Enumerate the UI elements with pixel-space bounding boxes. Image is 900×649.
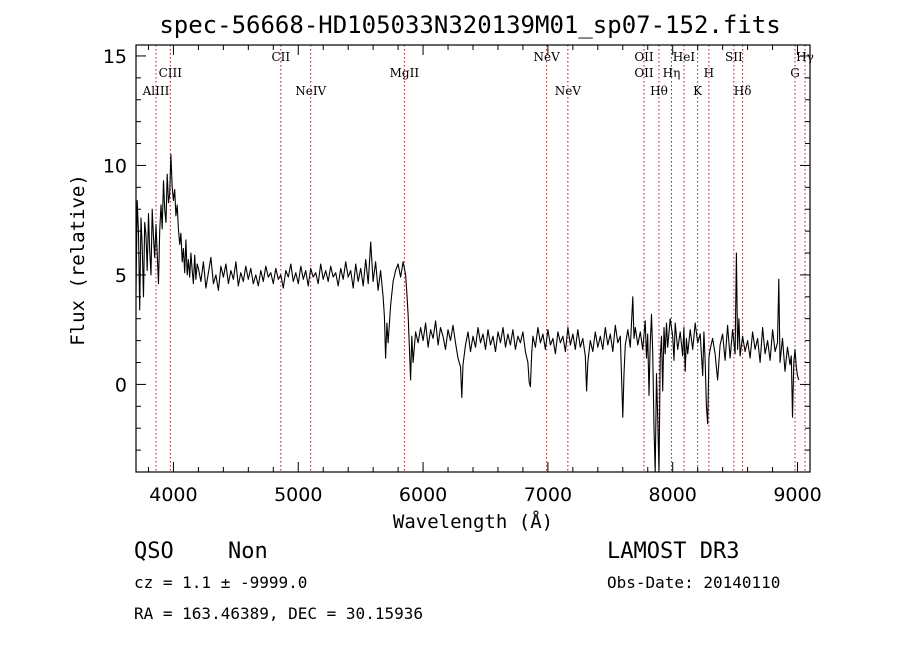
redshift-cz: cz = 1.1 ± -9999.0 — [134, 573, 307, 592]
line-label-4: MgII — [390, 66, 420, 80]
x-tick-label: 9000 — [773, 484, 821, 506]
spectrum-line — [135, 153, 800, 473]
line-label-14: SII — [725, 50, 743, 64]
class-subtype: Non — [228, 539, 268, 564]
y-tick-label: 5 — [115, 265, 127, 287]
line-label-9: Hθ — [650, 84, 668, 98]
line-label-13: H — [704, 66, 714, 80]
line-label-17: Hγ — [796, 50, 814, 64]
line-label-6: NeV — [555, 84, 582, 98]
y-tick-label: 15 — [103, 46, 127, 68]
line-label-8: OII — [634, 66, 654, 80]
ra-dec: RA = 163.46389, DEC = 30.15936 — [134, 604, 423, 623]
line-label-0: AlIII — [142, 84, 170, 98]
line-label-15: Hδ — [734, 84, 752, 98]
survey-name: LAMOST DR3 — [607, 539, 739, 564]
x-axis-ticks: 4000 5000 6000 7000 8000 9000 — [147, 45, 822, 506]
line-label-10: Hη — [663, 66, 681, 80]
x-tick-label: 8000 — [649, 484, 697, 506]
line-label-3: NeIV — [295, 84, 326, 98]
x-tick-label: 7000 — [524, 484, 572, 506]
emission-line-labels: AlIII CIII CII NeIV MgII NeV NeV OII OII Hθ Hη HeI K… — [142, 50, 814, 98]
y-axis-ticks: 0 5 10 15 — [103, 46, 810, 473]
line-label-2: CII — [271, 50, 290, 64]
chart-title: spec-56668-HD105033N320139M01_sp07-152.f… — [159, 11, 780, 39]
emission-line-markers — [155, 45, 806, 472]
x-tick-label: 6000 — [399, 484, 447, 506]
x-tick-label: 4000 — [149, 484, 197, 506]
y-tick-label: 10 — [103, 155, 127, 177]
line-label-11: HeI — [673, 50, 696, 64]
line-label-12: K — [693, 84, 703, 98]
y-axis-label: Flux (relative) — [67, 174, 89, 346]
x-tick-label: 5000 — [274, 484, 322, 506]
y-tick-label: 0 — [115, 374, 127, 396]
line-label-1: CIII — [159, 66, 183, 80]
line-label-5: NeV — [534, 50, 561, 64]
line-label-7: OII — [634, 50, 654, 64]
obs-date: Obs-Date: 20140110 — [607, 573, 780, 592]
line-label-16: G — [790, 66, 800, 80]
class-type: QSO — [134, 539, 174, 564]
x-axis-label: Wavelength (Å) — [393, 510, 553, 533]
